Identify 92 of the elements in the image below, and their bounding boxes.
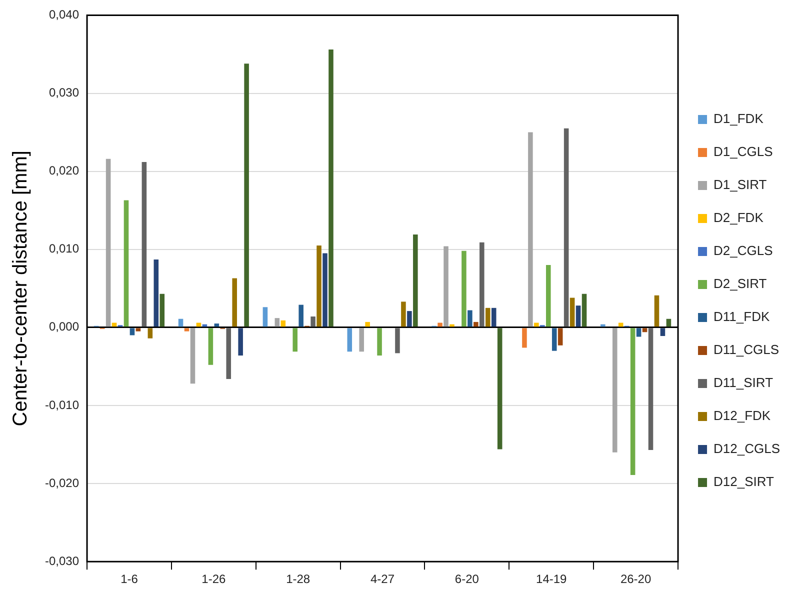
- bar: [232, 278, 237, 327]
- legend-label: D11_CGLS: [714, 342, 780, 358]
- bar: [130, 328, 135, 336]
- bar: [365, 322, 370, 327]
- x-tick-label: 14-19: [536, 572, 568, 586]
- bar: [328, 50, 334, 327]
- bar: [112, 322, 117, 327]
- legend-label: D12_FDK: [714, 408, 771, 424]
- bar: [654, 295, 660, 327]
- legend-label: D12_SIRT: [714, 474, 774, 490]
- y-tick-label: 0,040: [48, 8, 80, 22]
- y-tick-label: 0,030: [48, 86, 80, 100]
- bar: [347, 328, 352, 352]
- bar: [124, 200, 129, 327]
- bar: [485, 308, 490, 327]
- legend-label: D11_FDK: [714, 309, 770, 324]
- bar: [570, 298, 575, 327]
- bar: [280, 320, 286, 327]
- bar: [262, 307, 268, 327]
- y-axis-title: Center-to-center distance [mm]: [10, 150, 32, 426]
- bar: [648, 328, 654, 450]
- bar: [612, 328, 618, 452]
- bar: [444, 246, 448, 327]
- bar: [474, 322, 478, 327]
- bar: [407, 311, 412, 327]
- y-tick-label: -0,010: [44, 398, 80, 412]
- bar: [178, 318, 184, 327]
- x-tick-label: 1-26: [202, 572, 226, 586]
- bar: [316, 245, 322, 327]
- bar: [462, 250, 466, 327]
- bar: [630, 328, 636, 475]
- bar: [184, 328, 190, 332]
- bar: [546, 264, 551, 327]
- bar: [497, 328, 502, 450]
- bar: [274, 318, 280, 327]
- legend-label: D2_SIRT: [714, 276, 767, 292]
- bar: [298, 304, 304, 327]
- bar: [148, 328, 153, 338]
- bar: [359, 328, 364, 352]
- y-tick-label: 0,000: [48, 320, 80, 334]
- bar: [666, 318, 672, 327]
- bar: [238, 328, 243, 356]
- bar: [190, 328, 196, 384]
- x-tick-label: 4-27: [370, 572, 395, 586]
- bar: [142, 162, 147, 327]
- bar: [160, 294, 165, 327]
- bar: [438, 322, 442, 327]
- bar: [582, 294, 587, 327]
- x-tick-label: 1-28: [286, 572, 310, 586]
- y-tick-label: 0,020: [48, 164, 80, 178]
- bar: [322, 253, 328, 327]
- bar: [244, 64, 249, 327]
- bar: [395, 328, 400, 354]
- legend-label: D1_CGLS: [714, 144, 774, 160]
- bar: [564, 128, 569, 327]
- legend-label: D1_SIRT: [714, 177, 767, 192]
- bar: [413, 234, 418, 327]
- bar: [618, 322, 624, 327]
- bar: [522, 328, 527, 348]
- bar: [401, 302, 406, 327]
- legend-label: D2_CGLS: [714, 243, 774, 258]
- bar: [534, 322, 539, 327]
- legend-label: D12_CGLS: [714, 441, 780, 456]
- bar: [528, 132, 533, 327]
- bar: [310, 316, 316, 327]
- bar: [292, 328, 298, 352]
- x-tick-label: 1-6: [120, 572, 138, 586]
- bar: [642, 328, 648, 332]
- bar: [226, 328, 232, 379]
- legend-label: D11_SIRT: [714, 375, 774, 390]
- bar: [480, 242, 484, 327]
- bar: [208, 328, 214, 365]
- bar: [136, 328, 141, 332]
- y-tick-label: -0,020: [44, 476, 80, 490]
- bar: [552, 328, 557, 351]
- bar: [196, 322, 202, 327]
- bar: [576, 306, 581, 327]
- legend-label: D1_FDK: [714, 111, 764, 126]
- bar: [106, 158, 111, 327]
- bar: [491, 308, 496, 327]
- bar: [154, 260, 159, 327]
- bar: [468, 310, 472, 327]
- x-tick-label: 26-20: [620, 572, 652, 586]
- y-tick-label: -0,030: [44, 554, 80, 568]
- bar: [214, 324, 220, 327]
- y-tick-label: 0,010: [48, 242, 80, 256]
- x-tick-label: 6-20: [454, 572, 480, 586]
- legend-label: D2_FDK: [714, 210, 764, 226]
- bar: [636, 328, 642, 337]
- bar: [377, 328, 382, 356]
- bar: [558, 328, 563, 346]
- bar: [660, 328, 666, 336]
